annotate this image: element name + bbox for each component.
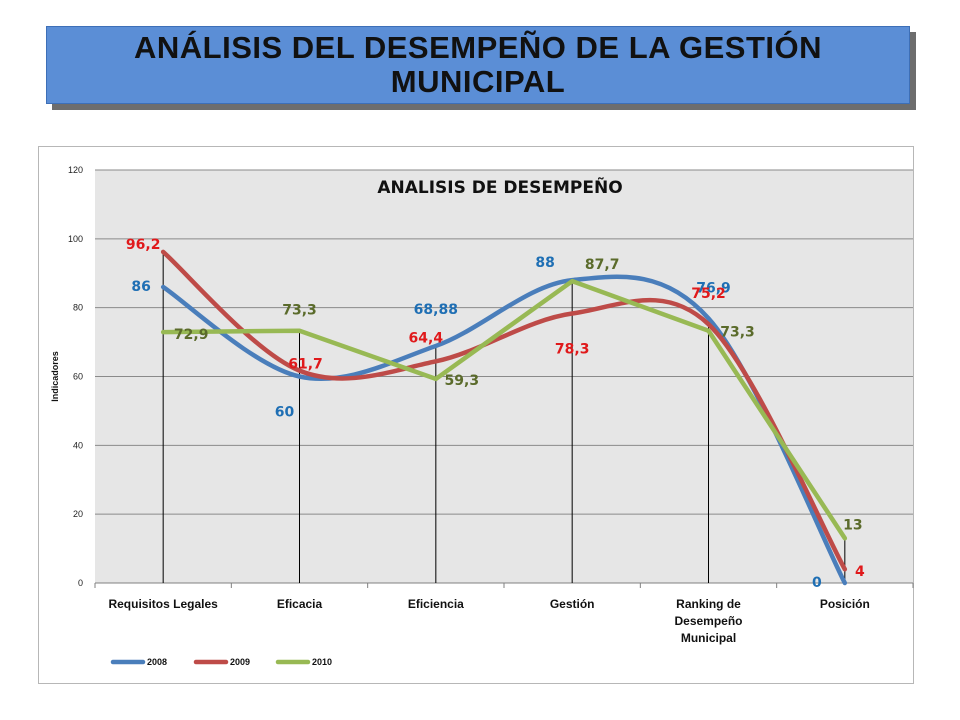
data-label-2008: 76,9: [696, 280, 731, 296]
chart-title: ANALISIS DE DESEMPEÑO: [377, 175, 622, 198]
y-tick-label: 40: [73, 440, 83, 450]
data-label-2008: 68,88: [414, 302, 458, 318]
legend-label-2008: 2008: [147, 657, 167, 667]
x-tick-label: Gestión: [550, 597, 595, 611]
y-tick-label: 100: [68, 234, 83, 244]
data-label-2008: 88: [535, 255, 554, 271]
data-label-2009: 78,3: [555, 342, 590, 358]
data-label-2010: 73,3: [282, 303, 317, 319]
data-label-2008: 86: [131, 279, 150, 295]
page-title: ANÁLISIS DEL DESEMPEÑO DE LA GESTIÓN MUN…: [133, 30, 823, 99]
y-tick-label: 80: [73, 303, 83, 313]
x-tick-label: Eficacia: [277, 597, 323, 611]
data-label-2009: 64,4: [409, 330, 444, 346]
y-axis-label: Indicadores: [50, 351, 60, 402]
data-label-2010: 72,9: [174, 327, 209, 343]
data-label-2009: 96,2: [126, 237, 161, 253]
y-tick-label: 60: [73, 372, 83, 382]
series-line-2009: [160, 249, 848, 572]
series-line-2010: [160, 278, 848, 541]
data-label-2010: 59,3: [445, 373, 480, 389]
data-label-2010: 73,3: [720, 325, 755, 341]
x-tick-label: Ranking de Desempeño Municipal: [674, 597, 742, 645]
data-label-2009: 4: [855, 564, 865, 580]
legend-label-2009: 2009: [230, 657, 250, 667]
y-tick-label: 20: [73, 509, 83, 519]
data-label-2008: 60: [275, 405, 295, 421]
data-label-2010: 87,7: [585, 257, 620, 273]
y-tick-label: 0: [78, 578, 83, 588]
data-label-2009: 75,2: [691, 286, 726, 302]
y-tick-label: 120: [68, 165, 83, 175]
title-banner: ANÁLISIS DEL DESEMPEÑO DE LA GESTIÓN MUN…: [46, 26, 910, 104]
legend-label-2010: 2010: [312, 657, 332, 667]
data-label-2009: 61,7: [288, 357, 323, 373]
x-tick-label: Requisitos Legales: [108, 597, 218, 611]
data-label-2010: 13: [843, 517, 862, 533]
x-tick-label: Eficiencia: [408, 597, 464, 611]
data-label-2008: 0: [812, 575, 822, 591]
x-tick-label: Posición: [820, 597, 870, 611]
